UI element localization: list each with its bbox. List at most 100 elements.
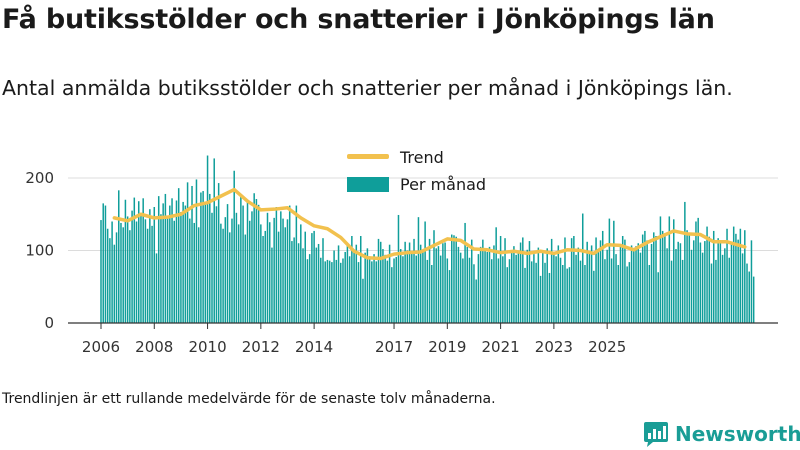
bar: [142, 198, 144, 323]
bar: [579, 260, 582, 323]
bar: [184, 205, 187, 323]
bar: [648, 265, 651, 323]
bar: [424, 221, 426, 323]
bar: [171, 198, 173, 323]
bar: [666, 248, 668, 323]
bar: [413, 238, 415, 323]
bar: [100, 220, 102, 323]
bar: [566, 268, 568, 323]
bar: [633, 249, 635, 323]
bar: [302, 248, 304, 323]
bar: [135, 221, 138, 323]
bar: [140, 214, 142, 323]
bar: [426, 259, 429, 323]
bars: [100, 155, 755, 323]
bar: [728, 257, 731, 323]
bar: [244, 234, 247, 323]
bar: [118, 190, 120, 323]
bar: [224, 217, 227, 323]
bar: [706, 226, 708, 323]
bar: [206, 155, 209, 323]
bar: [721, 254, 724, 323]
bar: [550, 238, 553, 323]
bar: [710, 263, 713, 323]
chart-title: Få butiksstölder och snatterier i Jönköp…: [2, 4, 715, 35]
bar: [639, 252, 642, 323]
bar: [557, 245, 560, 323]
bar: [186, 182, 189, 323]
bar: [668, 216, 671, 323]
bar: [304, 231, 306, 323]
bar: [459, 252, 462, 323]
bar: [593, 270, 595, 323]
bar: [240, 195, 242, 323]
bar: [408, 242, 411, 323]
bar: [242, 205, 244, 323]
bar: [253, 193, 255, 323]
bar: [362, 278, 364, 323]
bar: [661, 230, 664, 323]
bar: [644, 230, 646, 323]
bar: [690, 249, 693, 323]
bar: [233, 170, 235, 323]
bar: [444, 242, 446, 323]
bar: [457, 246, 460, 323]
x-tick-label: 2017: [375, 338, 413, 356]
bar: [246, 199, 249, 323]
bar: [715, 259, 717, 323]
bar: [475, 279, 477, 323]
bar: [719, 243, 722, 323]
bar: [428, 238, 431, 323]
bar: [506, 267, 509, 323]
bar: [317, 243, 320, 323]
bar: [375, 261, 378, 323]
bar: [164, 193, 167, 323]
bar: [528, 241, 531, 323]
bar: [497, 258, 500, 323]
bar: [415, 255, 417, 323]
bar: [251, 211, 253, 323]
bar: [586, 241, 588, 323]
bar: [486, 251, 489, 323]
bar: [599, 240, 602, 323]
bar: [213, 158, 215, 323]
bar: [209, 193, 211, 323]
bar: [433, 230, 435, 323]
bar: [621, 236, 624, 323]
bar: [562, 265, 564, 323]
bar: [342, 258, 344, 323]
bar: [266, 212, 269, 323]
bar: [446, 258, 449, 323]
bar: [166, 215, 169, 323]
bar: [437, 246, 440, 323]
bar: [288, 205, 291, 323]
bar: [530, 261, 533, 323]
bar: [220, 223, 222, 323]
bar: [499, 236, 502, 323]
bar: [508, 259, 511, 323]
bar: [357, 262, 360, 323]
x-tick-label: 2019: [428, 338, 466, 356]
bar: [257, 204, 260, 323]
bar: [431, 265, 433, 323]
bar: [404, 241, 406, 323]
bar: [377, 238, 380, 323]
x-tick-label: 2010: [188, 338, 226, 356]
brand-logo[interactable]: Newsworthy: [643, 418, 800, 450]
bar: [262, 236, 264, 323]
bar: [326, 259, 329, 323]
bar: [335, 259, 338, 323]
bar: [655, 236, 657, 323]
bar: [473, 264, 475, 323]
bar: [637, 243, 639, 323]
bar: [470, 239, 473, 323]
bar: [364, 252, 366, 323]
bar: [712, 230, 715, 323]
bar: [442, 243, 444, 323]
bar: [692, 240, 695, 323]
bar: [435, 248, 437, 323]
bar: [422, 249, 424, 323]
bar: [675, 249, 677, 323]
bar: [542, 251, 544, 323]
bar: [359, 236, 362, 323]
